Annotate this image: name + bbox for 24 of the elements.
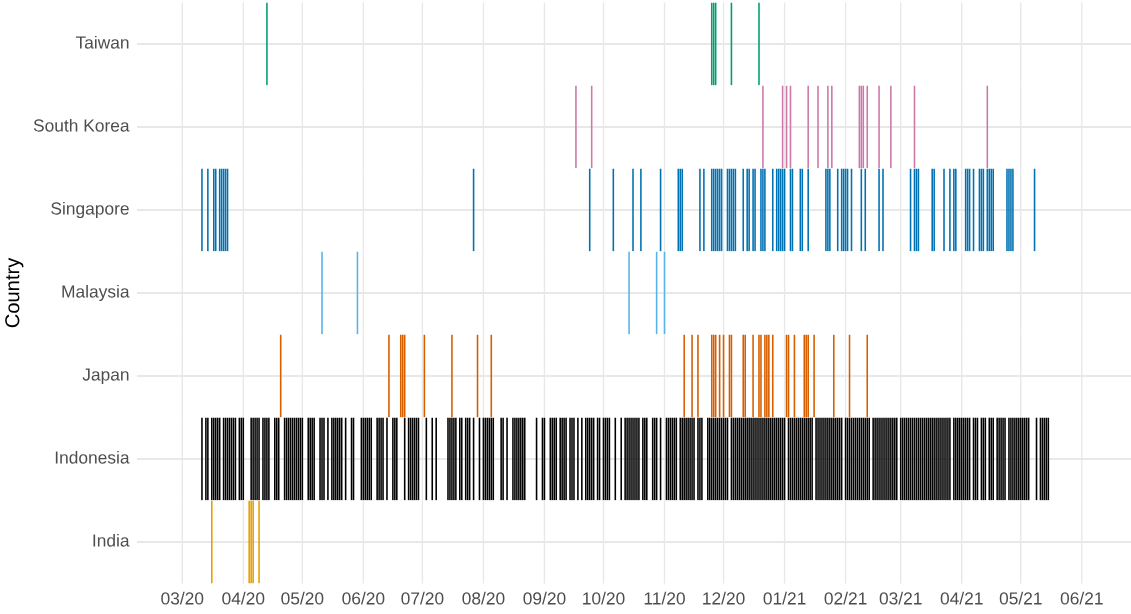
x-tick-label: 01/21 [763, 591, 806, 605]
x-tick-label: 09/20 [523, 591, 566, 605]
x-tick-label: 02/21 [824, 591, 867, 605]
x-tick-label: 05/20 [281, 591, 324, 605]
y-axis-title: Singapore [51, 201, 129, 219]
y-axis-title: Taiwan [75, 35, 129, 49]
x-tick-label: 08/20 [462, 591, 505, 605]
x-tick-label: 10/20 [583, 591, 625, 605]
y-axis-title: Japan [82, 368, 129, 385]
x-tick-label: 05/21 [999, 591, 1042, 605]
x-tick-label: 03/20 [161, 591, 204, 605]
x-tick-label: 06/21 [1060, 591, 1103, 605]
x-tick-label: 04/20 [222, 591, 265, 605]
x-tick-label: 03/21 [879, 591, 922, 605]
x-tick-label: 11/20 [644, 591, 685, 605]
x-tick-label: 06/20 [342, 591, 385, 605]
x-tick-label: 12/20 [703, 591, 745, 605]
x-tick-label: 07/20 [401, 591, 444, 605]
y-axis-title: South Korea [33, 118, 130, 132]
y-axis-title: Indonesia [55, 450, 130, 464]
y-axis-title: India [93, 533, 130, 547]
y-axis-title: Malaysia [62, 284, 130, 302]
x-tick-label: 04/21 [940, 591, 983, 605]
text: Country [5, 257, 24, 328]
